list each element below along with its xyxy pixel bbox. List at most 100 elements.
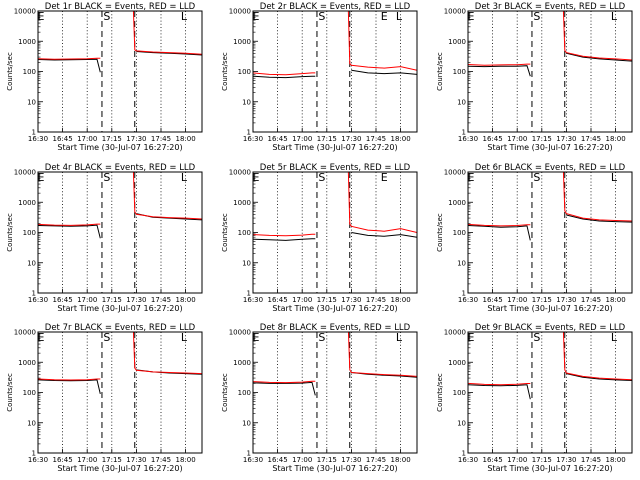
plot-frame (37, 331, 203, 454)
x-tick-label: 17:45 (366, 135, 386, 143)
events-series-line (468, 214, 632, 241)
chart-panel-6: Det 6r BLACK = Events, RED = LLD 16:30 16:… (436, 163, 633, 313)
y-tick-label: 1000 (233, 359, 251, 367)
y-axis-label: Counts/sec (6, 373, 14, 412)
panel-title: Det 9r BLACK = Events, RED = LLD (475, 323, 626, 333)
y-tick-label: 10 (242, 419, 251, 427)
plot-frame (467, 331, 633, 454)
events-series-line (38, 51, 202, 73)
x-tick-label: 16:45 (53, 456, 73, 464)
x-tick-label: 17:00 (507, 135, 527, 143)
x-tick-label: 17:30 (126, 456, 146, 464)
y-tick-label: 10000 (229, 329, 251, 337)
x-tick-label: 18:00 (176, 456, 196, 464)
x-tick-label: 16:30 (458, 135, 478, 143)
marker-e: E (38, 10, 45, 23)
chart-panel-2: Det 2r BLACK = Events, RED = LLD 16:30 16:… (221, 2, 418, 152)
y-tick-label: 10000 (14, 169, 36, 177)
lld-series-line (253, 172, 417, 237)
chart-panel-9: Det 9r BLACK = Events, RED = LLD 16:30 16:… (436, 323, 633, 473)
y-tick-label: 10 (27, 419, 36, 427)
x-axis-label: Start Time (30-Jul-07 16:27:20) (57, 464, 182, 473)
x-tick-label: 17:45 (151, 456, 171, 464)
lld-series-line (253, 11, 417, 76)
marker-l: L (181, 10, 188, 23)
plot-frame (467, 171, 633, 294)
x-tick-label: 17:15 (317, 456, 337, 464)
panel-title: Det 2r BLACK = Events, RED = LLD (260, 2, 411, 12)
y-axis-label: Counts/sec (221, 213, 229, 252)
x-tick-label: 16:45 (268, 456, 288, 464)
x-tick-label: 17:00 (292, 135, 312, 143)
chart-panel-4: Det 4r BLACK = Events, RED = LLD 16:30 16:… (6, 163, 203, 313)
panel-title: Det 1r BLACK = Events, RED = LLD (45, 2, 196, 12)
x-tick-label: 16:45 (483, 296, 503, 304)
x-tick-label: 18:00 (606, 135, 626, 143)
y-tick-label: 1 (32, 290, 36, 298)
x-tick-label: 18:00 (391, 296, 411, 304)
x-tick-label: 16:45 (53, 296, 73, 304)
marker-l: L (611, 171, 618, 184)
x-tick-label: 17:45 (366, 456, 386, 464)
marker-e: E (468, 171, 475, 184)
x-tick-label: 17:00 (292, 296, 312, 304)
events-series-line (468, 52, 632, 77)
y-tick-label: 100 (238, 389, 251, 397)
y-tick-label: 100 (238, 68, 251, 76)
marker-e: E (381, 171, 388, 184)
marker-s: S (318, 331, 325, 344)
marker-e: E (468, 331, 475, 344)
x-tick-label: 16:30 (458, 296, 478, 304)
plot-frame (252, 171, 418, 294)
x-tick-label: 16:45 (53, 135, 73, 143)
y-tick-label: 100 (23, 229, 36, 237)
y-axis-label: Counts/sec (436, 373, 444, 412)
lld-series-line (38, 332, 202, 381)
marker-e: E (38, 331, 45, 344)
x-tick-label: 18:00 (176, 135, 196, 143)
x-tick-label: 17:45 (581, 135, 601, 143)
marker-e: E (468, 10, 475, 23)
panel-title: Det 3r BLACK = Events, RED = LLD (475, 2, 626, 12)
plot-frame (467, 10, 633, 133)
chart-panel-3: Det 3r BLACK = Events, RED = LLD 16:30 16:… (436, 2, 633, 152)
x-tick-label: 17:30 (341, 456, 361, 464)
x-tick-label: 17:00 (292, 456, 312, 464)
y-tick-label: 1000 (448, 359, 466, 367)
y-tick-label: 10000 (444, 329, 466, 337)
y-tick-label: 10 (27, 98, 36, 106)
x-tick-label: 17:15 (532, 296, 552, 304)
y-axis-label: Counts/sec (221, 52, 229, 91)
y-tick-label: 1 (32, 129, 36, 137)
y-tick-label: 1000 (18, 199, 36, 207)
x-tick-label: 16:30 (243, 456, 263, 464)
marker-e: E (253, 331, 260, 344)
y-tick-label: 10000 (229, 169, 251, 177)
lld-series-line (38, 11, 202, 60)
x-tick-label: 17:00 (77, 456, 97, 464)
x-tick-label: 16:45 (483, 135, 503, 143)
x-tick-label: 17:30 (556, 135, 576, 143)
events-series-line (253, 69, 417, 79)
x-tick-label: 17:30 (556, 296, 576, 304)
lld-series-line (468, 11, 632, 66)
y-axis-label: Counts/sec (436, 213, 444, 252)
marker-s: S (103, 171, 110, 184)
y-tick-label: 10 (242, 98, 251, 106)
y-tick-label: 1 (462, 450, 466, 458)
y-tick-label: 100 (23, 389, 36, 397)
x-tick-label: 17:45 (151, 135, 171, 143)
lld-series-line (253, 332, 417, 384)
x-tick-label: 16:45 (268, 135, 288, 143)
marker-e: E (381, 10, 388, 23)
marker-l: L (396, 331, 403, 344)
y-axis-label: Counts/sec (221, 373, 229, 412)
x-tick-label: 17:30 (341, 135, 361, 143)
x-tick-label: 17:45 (366, 296, 386, 304)
y-axis-label: Counts/sec (6, 52, 14, 91)
y-tick-label: 100 (238, 229, 251, 237)
lld-series-line (38, 172, 202, 226)
y-tick-label: 100 (453, 229, 466, 237)
x-tick-label: 17:00 (507, 456, 527, 464)
marker-e: E (253, 171, 260, 184)
